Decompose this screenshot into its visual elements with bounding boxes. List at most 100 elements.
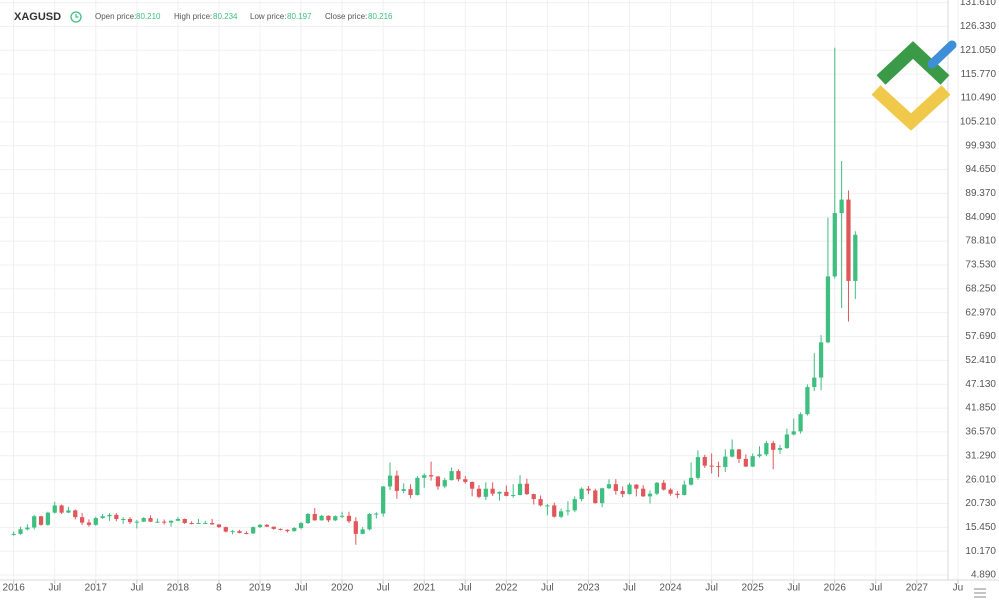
candle-body: [127, 518, 133, 523]
candle-body: [613, 484, 618, 491]
x-tick-label: Jul: [295, 583, 308, 594]
candle-body: [784, 434, 790, 449]
candle-body: [750, 456, 755, 467]
x-tick-label: Jul: [48, 583, 61, 594]
y-tick-label: 62.970: [965, 307, 996, 318]
candle-body: [511, 495, 516, 497]
candle-body: [818, 342, 824, 378]
axes: 4.890 10.170 15.450 20.730 26.010 31.290 36.57…: [3, 0, 997, 594]
settings-icon[interactable]: [974, 588, 986, 598]
x-tick-label: 2018: [167, 583, 190, 594]
candle-body: [634, 484, 639, 489]
close-value: 80.216: [368, 12, 393, 21]
high-label: High price:: [174, 12, 212, 21]
low-value: 80.197: [287, 12, 312, 21]
candle-body: [702, 457, 707, 466]
candle-body: [846, 199, 851, 281]
candle-body: [312, 513, 317, 521]
y-tick-label: 20.730: [965, 498, 996, 509]
y-tick-label: 78.810: [965, 236, 996, 247]
candle-body: [463, 479, 468, 482]
candle-body: [408, 489, 413, 496]
y-tick-label: 57.690: [965, 331, 996, 342]
candle-body: [257, 524, 263, 528]
candle-body: [853, 234, 858, 281]
candle-body: [381, 486, 386, 514]
candle-body: [435, 476, 441, 487]
candle-body: [695, 457, 701, 478]
candle-body: [688, 477, 694, 485]
y-tick-label: 10.170: [965, 546, 996, 557]
candle-body: [32, 516, 37, 528]
candle-body: [292, 528, 297, 532]
candle-body: [264, 524, 269, 527]
candle-body: [524, 483, 529, 495]
candle-body: [360, 529, 365, 534]
candle-body: [620, 490, 625, 495]
candle-body: [155, 521, 160, 523]
y-tick-label: 89.370: [965, 188, 996, 199]
candle-body: [278, 528, 283, 530]
candle-body: [182, 518, 187, 524]
x-tick-label: 2022: [495, 583, 518, 594]
candle-body: [812, 377, 817, 388]
x-tick-label: 2019: [249, 583, 272, 594]
grid: [0, 0, 959, 580]
y-tick-label: 41.850: [965, 403, 996, 414]
y-tick-label: 26.010: [965, 474, 996, 485]
candle-body: [237, 531, 242, 533]
candle-body: [456, 471, 461, 480]
candle-body: [353, 521, 358, 534]
candle-body: [825, 276, 831, 343]
candle-body: [59, 505, 64, 513]
candle-body: [319, 515, 324, 521]
candle-body: [189, 523, 194, 525]
x-tick-label: Jul: [705, 583, 718, 594]
candle-body: [100, 516, 105, 519]
candle-body: [579, 488, 584, 500]
candle-body: [394, 475, 399, 491]
candle-body: [52, 505, 57, 513]
candle-body: [203, 523, 208, 525]
x-tick-label: 2023: [577, 583, 600, 594]
candle-body: [647, 493, 653, 497]
candle-body: [798, 414, 803, 432]
clock-icon: [70, 11, 82, 23]
x-tick-label: Jul: [459, 583, 472, 594]
y-tick-label: 31.290: [965, 450, 996, 461]
candle-body: [326, 515, 331, 521]
candle-body: [600, 488, 605, 504]
candle-body: [387, 475, 393, 487]
low-label: Low price:: [250, 12, 286, 21]
candle-body: [565, 510, 571, 512]
candle-body: [504, 491, 509, 496]
candle-body: [517, 483, 523, 496]
candle-body: [428, 475, 434, 477]
candle-body: [45, 512, 51, 525]
candle-body: [682, 484, 687, 496]
x-tick-label: 2017: [85, 583, 108, 594]
y-tick-label: 4.890: [971, 570, 996, 581]
candle-body: [196, 523, 201, 525]
candle-body: [627, 484, 632, 495]
y-tick-label: 105.210: [960, 116, 997, 127]
y-tick-label: 99.930: [965, 140, 996, 151]
candle-body: [285, 529, 290, 532]
candle-body: [709, 465, 714, 467]
candle-body: [93, 518, 98, 525]
x-tick-label: Jul: [623, 583, 636, 594]
candle-body: [86, 522, 92, 525]
y-tick-label: 36.570: [965, 427, 996, 438]
candle-body: [216, 524, 222, 528]
candle-body: [251, 527, 256, 534]
x-tick-label: 2021: [413, 583, 436, 594]
x-tick-label: Jul: [377, 583, 390, 594]
x-tick-label: 2027: [906, 583, 929, 594]
y-tick-label: 121.050: [960, 45, 997, 56]
candle-body: [38, 516, 44, 525]
y-tick-label: 73.530: [965, 260, 996, 271]
candle-body: [449, 471, 454, 481]
candle-body: [730, 449, 735, 457]
